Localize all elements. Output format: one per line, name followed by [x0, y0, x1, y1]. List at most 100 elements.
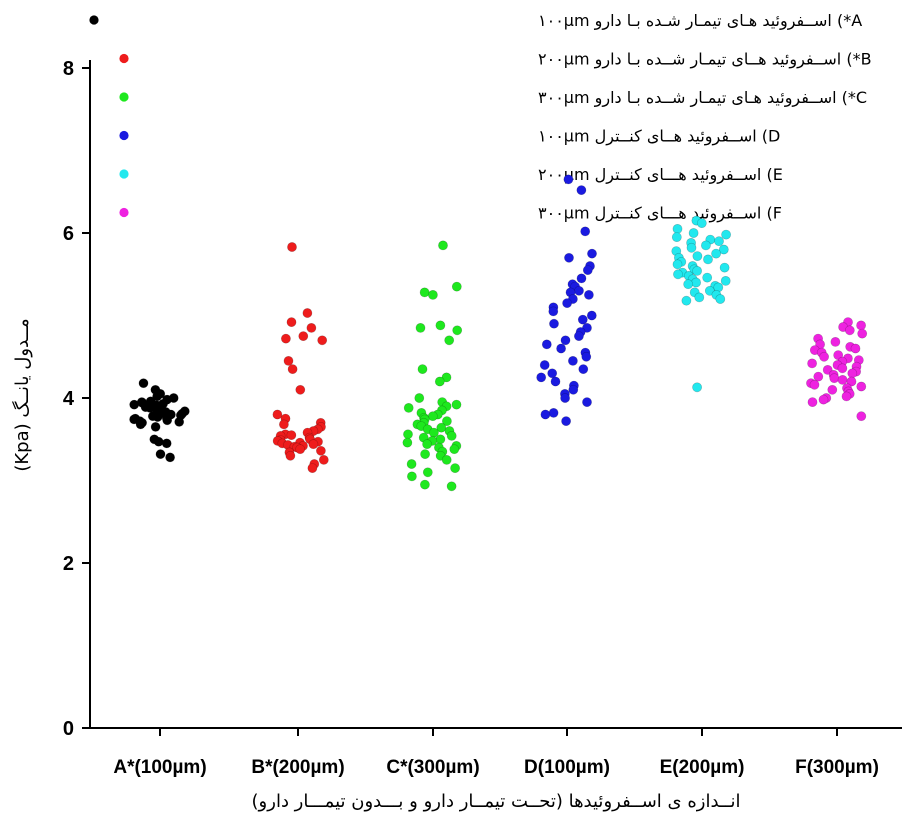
data-point [153, 436, 164, 447]
data-point [419, 287, 430, 298]
data-point [540, 409, 551, 420]
legend-marker [119, 207, 129, 218]
legend-label: A*) اســفروئید هـای تیمـار شـده بـا دارو… [538, 11, 862, 31]
data-point [581, 351, 592, 362]
data-point [446, 481, 457, 492]
y-axis-title: مــدول یانــگ (Kpa) [11, 318, 33, 471]
data-point [295, 384, 306, 395]
data-point [587, 248, 597, 259]
data-point [150, 421, 161, 432]
data-point [720, 275, 731, 286]
data-point [152, 412, 163, 422]
data-point [715, 294, 726, 304]
data-point [586, 310, 597, 321]
data-point [308, 439, 319, 450]
data-point [556, 343, 566, 354]
data-point [450, 463, 460, 473]
data-points [129, 174, 868, 492]
data-point [560, 393, 570, 403]
legend-marker [119, 92, 129, 102]
data-point [576, 273, 587, 284]
data-point [829, 373, 840, 384]
data-point [155, 449, 166, 459]
data-point [582, 397, 592, 407]
data-point [434, 376, 445, 387]
data-point [280, 333, 291, 344]
legend-label: B*) اســفروئید هــای تیمـار شــده بـا دا… [538, 50, 872, 70]
data-point [441, 454, 452, 465]
legend-marker [119, 53, 129, 64]
data-point [422, 467, 433, 478]
data-point [721, 229, 731, 240]
data-point [161, 438, 172, 449]
data-point [807, 397, 818, 407]
data-point [402, 437, 413, 448]
data-point [435, 320, 446, 331]
legend-marker [119, 130, 129, 141]
data-point [584, 289, 594, 300]
data-point [536, 372, 547, 383]
data-point [286, 317, 297, 327]
data-point [692, 382, 702, 393]
data-point [688, 228, 699, 238]
data-point [406, 471, 417, 482]
data-point [138, 378, 149, 389]
data-point [403, 429, 413, 440]
data-point [165, 452, 175, 463]
data-point [844, 325, 855, 336]
data-point [420, 449, 430, 459]
legend-label: C*) اســفروئید هـای تیمـار شــده بـا دار… [538, 88, 867, 108]
data-point [809, 379, 820, 390]
data-point [672, 223, 683, 234]
data-point [562, 298, 572, 308]
data-point [856, 411, 867, 422]
data-point [452, 325, 463, 336]
data-point [286, 430, 297, 440]
data-point [162, 415, 173, 426]
y-tick-label: 6 [63, 223, 74, 245]
data-point [694, 292, 705, 303]
data-point [577, 314, 588, 325]
data-point [837, 374, 848, 385]
data-point [857, 328, 868, 339]
data-point [306, 322, 317, 333]
data-point [298, 331, 309, 341]
x-axis-title: انــدازه ی اســفروئیدها (تحــت تیمــار د… [252, 791, 741, 812]
data-point [681, 295, 692, 306]
data-point [174, 416, 185, 427]
y-tick-label: 2 [63, 553, 74, 575]
data-point [841, 391, 852, 402]
data-point [422, 439, 432, 450]
data-point [701, 240, 711, 251]
x-ticks: A*(100µm) B*(200µm) C*(300µm) D(100µm) E(200… [113, 728, 879, 778]
data-point [578, 364, 589, 374]
data-point [287, 242, 297, 252]
x-tick-label: E(200µm) [660, 757, 745, 778]
data-point [315, 445, 326, 456]
data-point [691, 277, 701, 288]
data-point [563, 174, 574, 185]
legend-marker [119, 169, 129, 179]
data-point [561, 416, 571, 426]
legend-label: F) اســفروئید هـــای کنــترل ۳۰۰µm [538, 204, 782, 224]
data-point [576, 185, 587, 195]
y-ticks: 0 2 4 6 8 [63, 58, 90, 740]
data-point [539, 360, 550, 370]
data-point [672, 259, 683, 270]
data-point [548, 407, 559, 418]
data-point [302, 308, 313, 318]
data-point [847, 368, 858, 379]
data-point [550, 376, 561, 387]
data-point [549, 318, 559, 329]
data-point [568, 355, 578, 366]
data-point [406, 459, 417, 469]
data-point [818, 394, 829, 405]
data-point [850, 343, 861, 354]
data-point [711, 248, 721, 259]
data-point [564, 252, 574, 263]
data-point [703, 254, 713, 265]
y-tick-label: 0 [63, 718, 74, 740]
data-point [580, 226, 591, 237]
data-point [813, 371, 824, 382]
